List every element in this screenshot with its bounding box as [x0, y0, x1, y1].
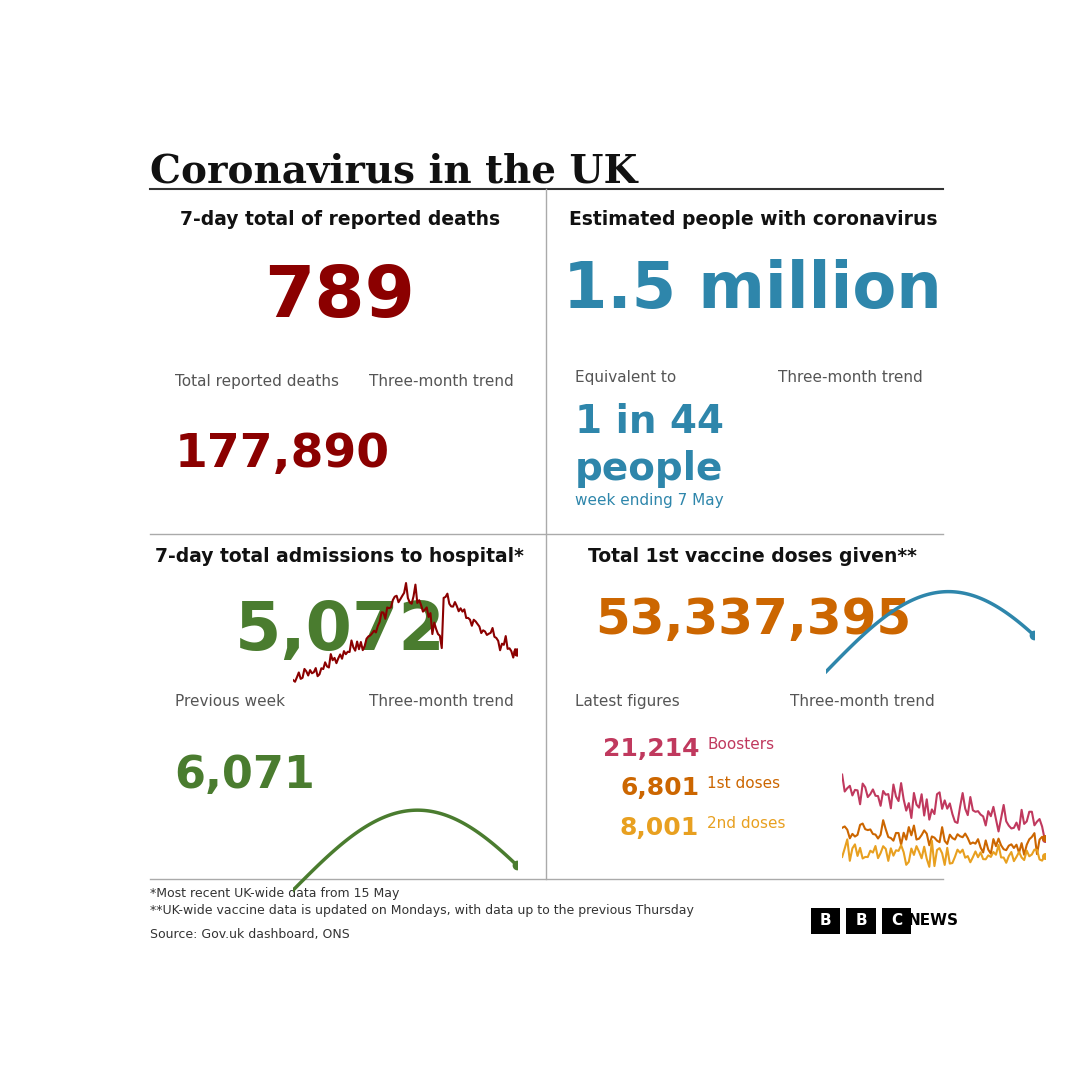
Text: 2nd doses: 2nd doses: [708, 815, 786, 830]
Text: B: B: [820, 914, 831, 928]
Text: week ending 7 May: week ending 7 May: [576, 494, 724, 508]
Text: 5,072: 5,072: [235, 598, 446, 664]
Text: Three-month trend: Three-month trend: [778, 370, 922, 385]
Text: Estimated people with coronavirus: Estimated people with coronavirus: [568, 210, 937, 229]
Text: 6,801: 6,801: [620, 776, 699, 801]
FancyBboxPatch shape: [810, 908, 840, 934]
Text: B: B: [855, 914, 867, 928]
Text: 7-day total of reported deaths: 7-day total of reported deaths: [180, 210, 500, 229]
Text: Previous week: Previous week: [175, 694, 285, 709]
Text: Boosters: Boosters: [708, 737, 775, 752]
Text: Coronavirus in the UK: Coronavirus in the UK: [149, 152, 637, 191]
Text: Total reported deaths: Total reported deaths: [175, 374, 339, 389]
Text: 177,890: 177,890: [175, 432, 390, 477]
Text: 6,071: 6,071: [175, 755, 316, 797]
Text: Source: Gov.uk dashboard, ONS: Source: Gov.uk dashboard, ONS: [149, 928, 350, 941]
Text: 1.5 million: 1.5 million: [564, 259, 942, 321]
Text: Equivalent to: Equivalent to: [576, 370, 677, 385]
FancyBboxPatch shape: [846, 908, 876, 934]
Text: 21,214: 21,214: [602, 737, 699, 761]
Text: 7-day total admissions to hospital*: 7-day total admissions to hospital*: [156, 547, 524, 566]
Text: 8,001: 8,001: [620, 815, 699, 840]
FancyBboxPatch shape: [882, 908, 911, 934]
Text: Three-month trend: Three-month trend: [790, 694, 935, 709]
Text: Latest figures: Latest figures: [576, 694, 680, 709]
Text: Total 1st vaccine doses given**: Total 1st vaccine doses given**: [588, 547, 918, 566]
Text: 1 in 44
people: 1 in 44 people: [576, 403, 724, 488]
Text: 1st doses: 1st doses: [708, 776, 780, 791]
Text: NEWS: NEWS: [907, 914, 958, 928]
Text: Three-month trend: Three-month trend: [369, 694, 514, 709]
Text: Three-month trend: Three-month trend: [369, 374, 514, 389]
Text: 53,337,395: 53,337,395: [595, 596, 911, 644]
Text: 789: 789: [264, 263, 416, 333]
Text: *Most recent UK-wide data from 15 May: *Most recent UK-wide data from 15 May: [149, 887, 399, 900]
Text: C: C: [891, 914, 902, 928]
Text: **UK-wide vaccine data is updated on Mondays, with data up to the previous Thurs: **UK-wide vaccine data is updated on Mon…: [149, 904, 694, 917]
